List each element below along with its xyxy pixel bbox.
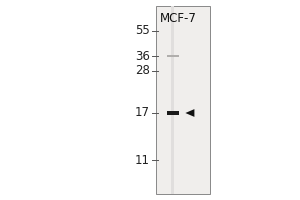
Text: 11: 11 bbox=[135, 154, 150, 166]
Bar bbox=[171, 6, 174, 194]
Text: 28: 28 bbox=[135, 64, 150, 77]
Text: 17: 17 bbox=[135, 106, 150, 119]
Polygon shape bbox=[185, 109, 194, 117]
Text: 36: 36 bbox=[135, 49, 150, 62]
Bar bbox=[167, 111, 178, 115]
Text: MCF-7: MCF-7 bbox=[160, 11, 197, 24]
Bar bbox=[156, 6, 210, 194]
Bar bbox=[167, 55, 178, 57]
Text: 55: 55 bbox=[135, 24, 150, 38]
